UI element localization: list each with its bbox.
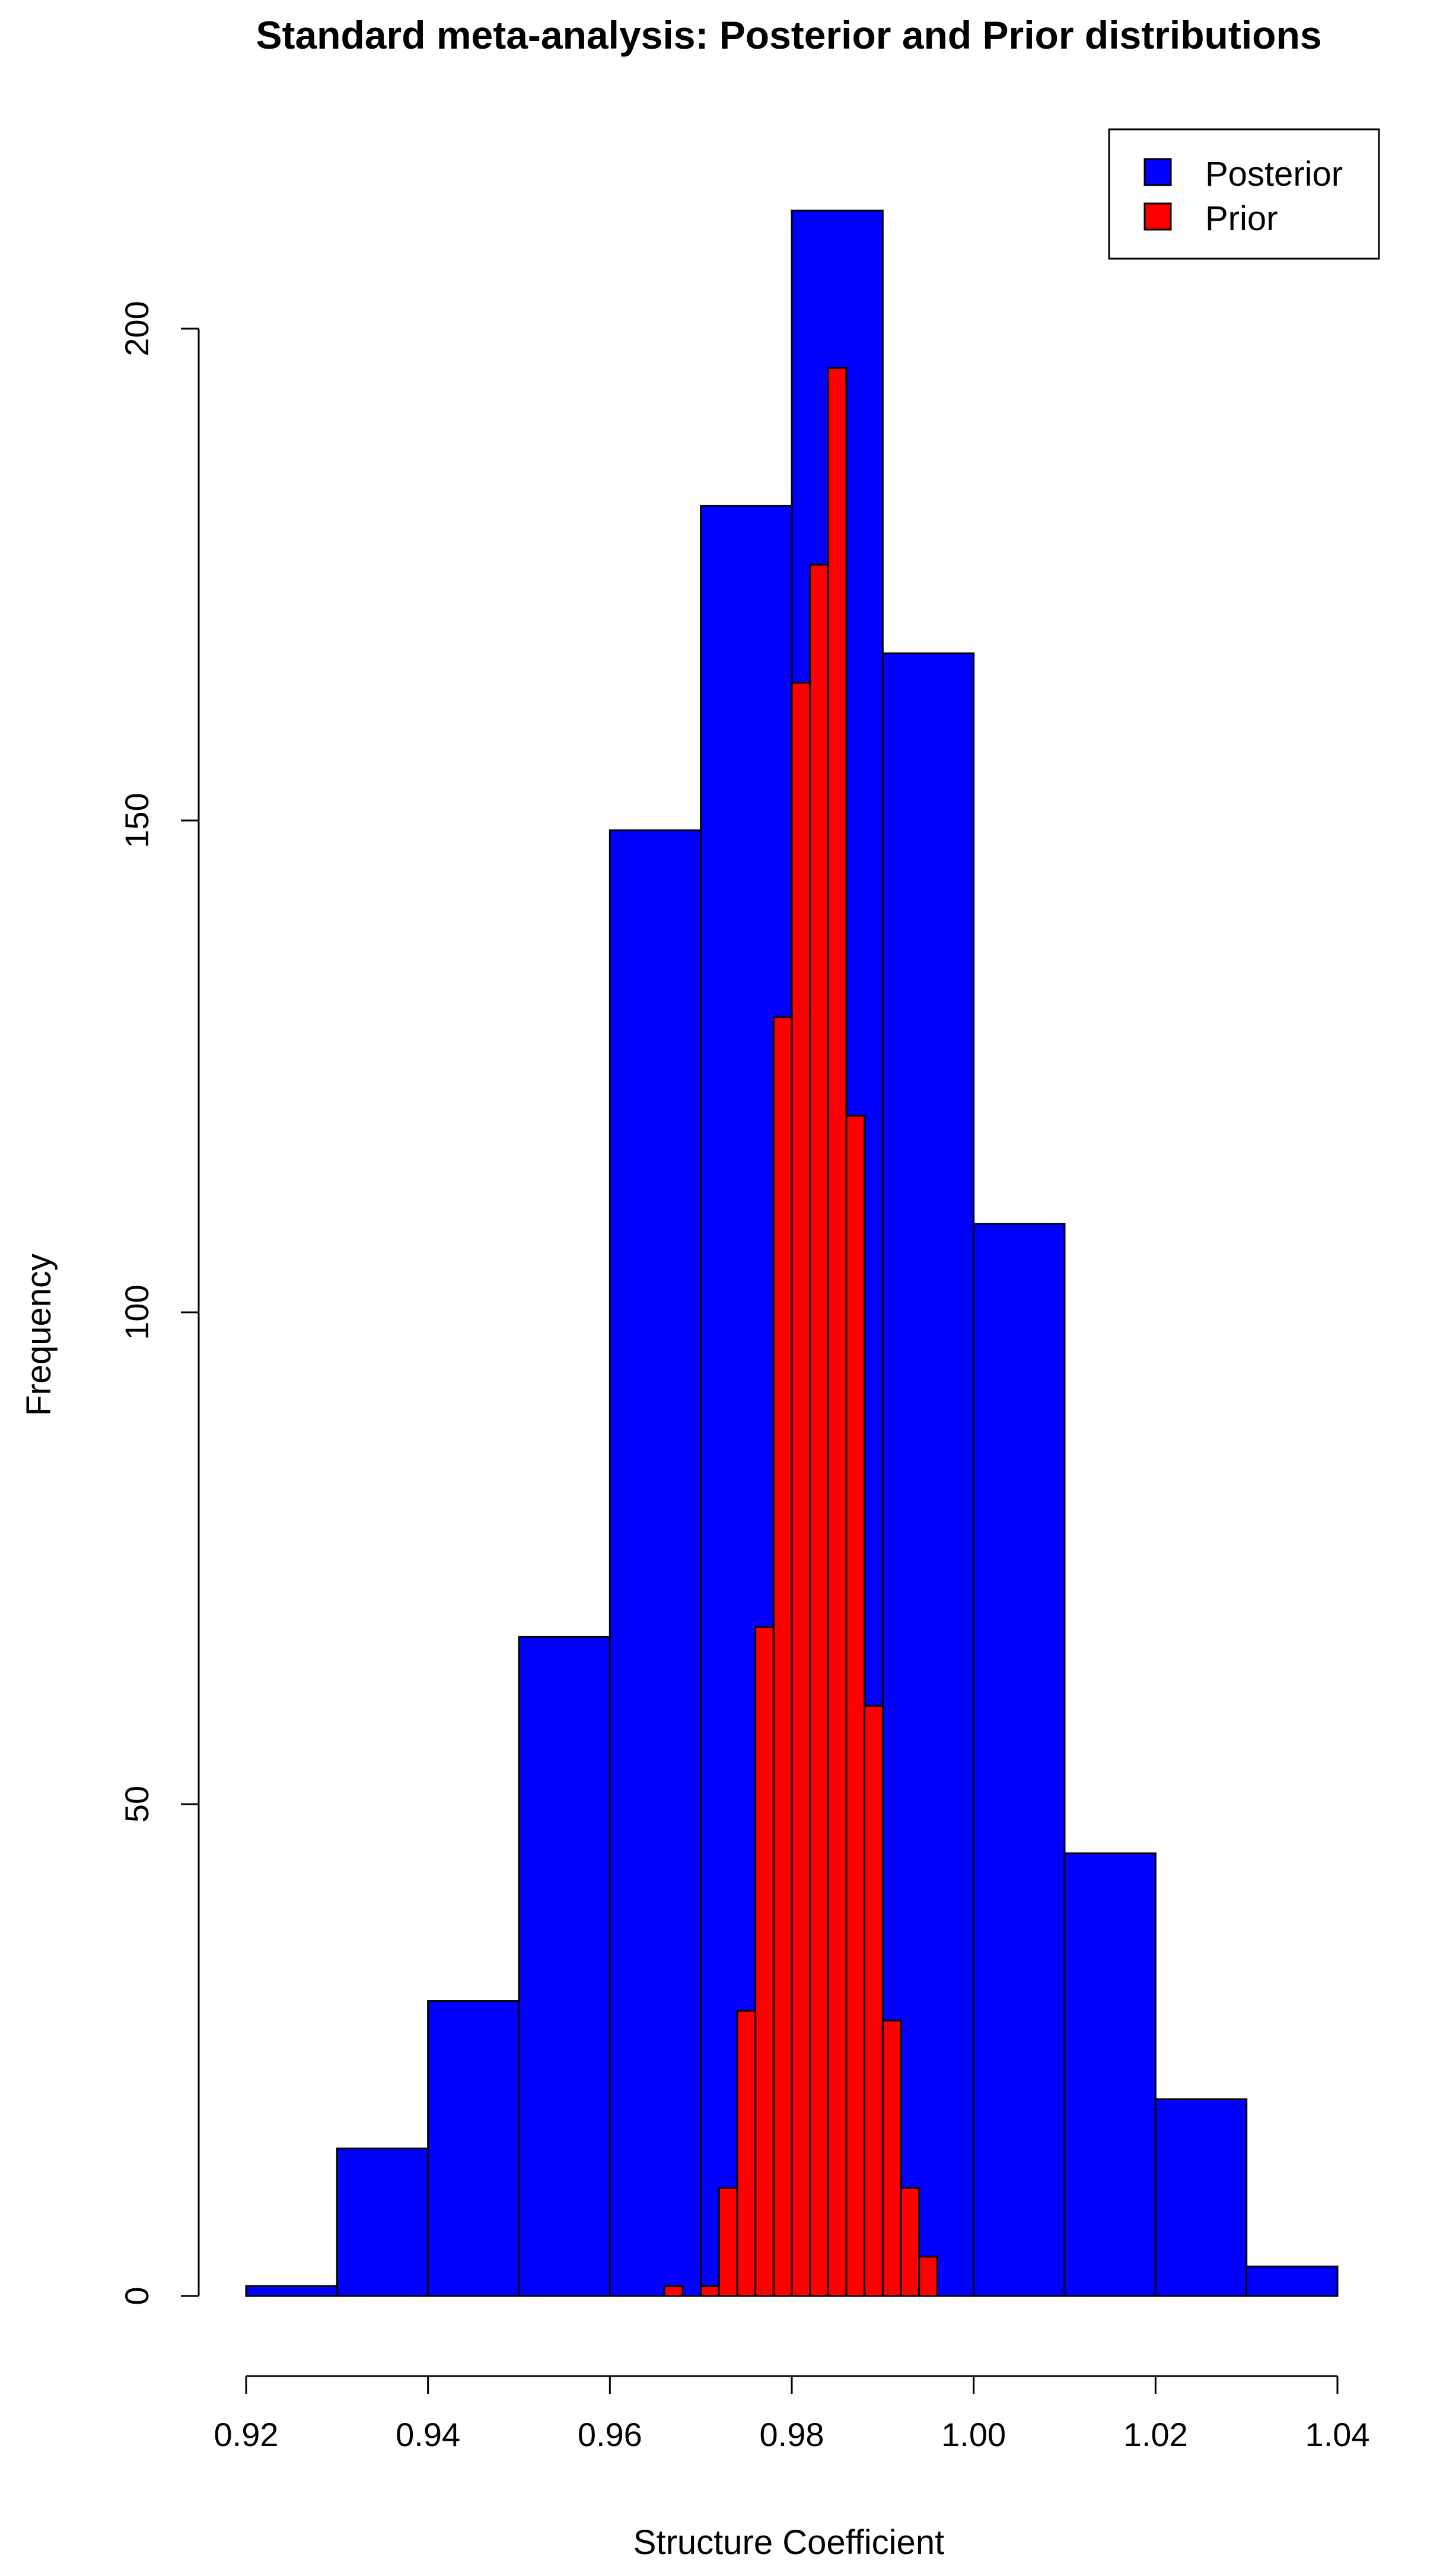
bar-prior-8 [809, 564, 829, 2297]
bar-prior-10 [845, 1114, 866, 2297]
bar-prior-13 [900, 2187, 920, 2297]
bar-prior-2 [700, 2285, 720, 2297]
bar-posterior-2 [427, 2000, 520, 2297]
legend-label-prior: Prior [1205, 199, 1278, 238]
y-axis-label: Frequency [20, 1254, 58, 1416]
chart-title: Standard meta-analysis: Posterior and Pr… [256, 13, 1321, 57]
x-tick-label: 1.00 [941, 2416, 1006, 2453]
bar-prior-9 [827, 367, 848, 2297]
x-axis: 0.92 0.94 0.96 0.98 1.00 1.02 1.04 [214, 2375, 1370, 2453]
bar-prior-12 [881, 2020, 902, 2297]
y-tick-label: 0 [118, 2286, 155, 2305]
legend: Posterior Prior [1108, 128, 1380, 260]
x-axis-label: Structure Coefficient [633, 2523, 944, 2562]
x-tick-label: 0.94 [396, 2416, 460, 2453]
y-tick-label: 100 [118, 1284, 155, 1340]
bar-prior-14 [918, 2256, 938, 2297]
legend-swatch-posterior [1143, 158, 1172, 186]
x-tick-label: 0.92 [214, 2416, 279, 2453]
bar-posterior-3 [518, 1636, 611, 2297]
bar-posterior-9 [1063, 1852, 1157, 2297]
bar-prior-4 [736, 2009, 757, 2297]
x-tick-label: 0.96 [578, 2416, 642, 2453]
bar-prior-11 [864, 1704, 884, 2297]
y-tick-label: 50 [118, 1786, 155, 1823]
legend-swatch-prior [1143, 202, 1172, 231]
bar-prior-5 [754, 1626, 775, 2297]
y-tick-label: 150 [118, 793, 155, 848]
x-tick-label: 1.04 [1305, 2416, 1370, 2453]
y-tick-label: 200 [118, 301, 155, 356]
bar-posterior-11 [1245, 2265, 1339, 2297]
bar-posterior-4 [609, 829, 702, 2297]
bar-posterior-0 [245, 2285, 338, 2297]
legend-label-posterior: Posterior [1205, 155, 1343, 193]
bar-prior-3 [718, 2187, 738, 2297]
bar-posterior-8 [973, 1223, 1066, 2297]
bar-prior-0 [663, 2285, 684, 2297]
y-axis: 0 50 100 150 200 [118, 301, 200, 2305]
legend-box [1108, 128, 1380, 260]
bar-prior-6 [772, 1016, 793, 2297]
x-tick-label: 1.02 [1123, 2416, 1188, 2453]
prior-bars [663, 367, 938, 2297]
bar-prior-7 [791, 682, 811, 2297]
x-tick-label: 0.98 [760, 2416, 824, 2453]
bar-posterior-1 [336, 2147, 429, 2297]
bar-posterior-10 [1154, 2098, 1248, 2297]
